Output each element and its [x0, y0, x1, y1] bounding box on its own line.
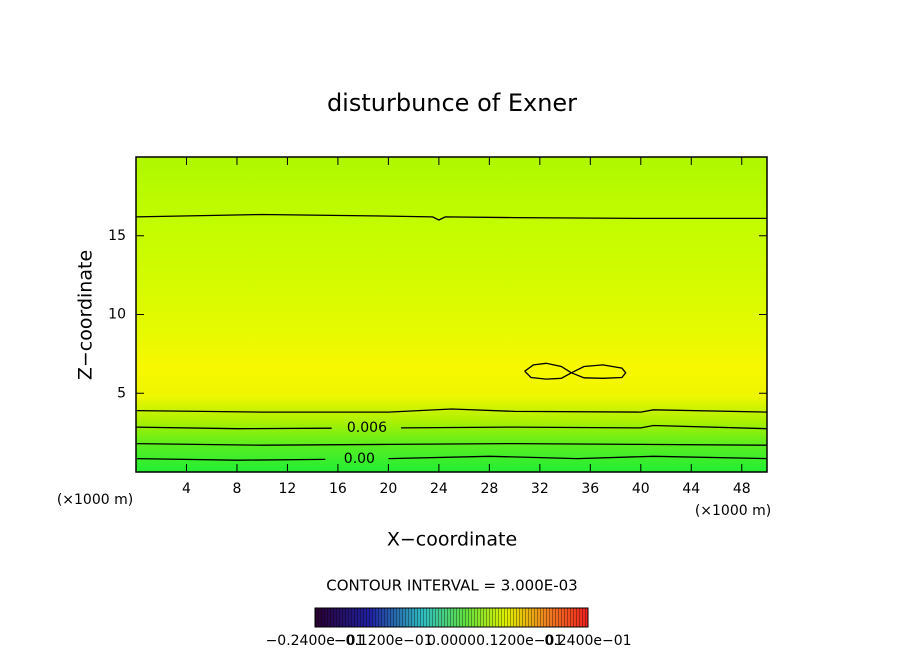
- plot-area: 0.006 0.00: [135, 213, 768, 467]
- x-tick-label: 8: [232, 481, 241, 497]
- y-tick-label: 10: [108, 307, 126, 323]
- x-tick-label: 12: [279, 481, 297, 497]
- x-tick-label: 48: [733, 481, 751, 497]
- contour-label: 0.006: [347, 420, 387, 436]
- y-unit: (×1000 m): [57, 492, 133, 508]
- y-axis-label: Z−coordinate: [75, 250, 97, 380]
- contour-line: [135, 455, 768, 461]
- x-tick-label: 28: [480, 481, 498, 497]
- colorbar-label: 0.0000: [427, 633, 476, 649]
- contour-line: [135, 213, 767, 221]
- contour-field: [136, 157, 767, 472]
- colorbar-label: −0.1200e−01: [334, 633, 433, 649]
- contour-label: 0.00: [344, 451, 375, 467]
- chart-title: disturbunce of Exner: [327, 89, 577, 117]
- contour-interval: CONTOUR INTERVAL = 3.000E-03: [326, 577, 577, 595]
- x-unit: (×1000 m): [695, 503, 771, 519]
- colorbar-label: −0.2400e−01: [266, 633, 365, 649]
- contour-line: [571, 364, 627, 379]
- x-axis-label: X−coordinate: [387, 529, 517, 551]
- colorbar-labels: −0.2400e−01−0.1200e−010.0000 0.1200e−010.…: [266, 633, 632, 649]
- colorbar-label: 0.1200e−01: [476, 633, 563, 649]
- x-tick-label: 40: [632, 481, 650, 497]
- x-tick-label: 44: [682, 481, 700, 497]
- x-tick-label: 20: [379, 481, 397, 497]
- x-tick-label: 4: [182, 481, 191, 497]
- colorbar-label: 0.2400e−01: [544, 633, 631, 649]
- x-tick-label: 24: [430, 481, 448, 497]
- colorbar-frame: [314, 607, 589, 628]
- x-tick-label: 32: [531, 481, 549, 497]
- y-tick-label: 15: [108, 228, 126, 244]
- contour-line: [135, 442, 768, 446]
- x-tick-label: 36: [581, 481, 599, 497]
- x-tick-label: 16: [329, 481, 347, 497]
- y-tick-label: 5: [117, 385, 126, 401]
- contour-line: [135, 424, 768, 430]
- contour-line: [135, 408, 768, 413]
